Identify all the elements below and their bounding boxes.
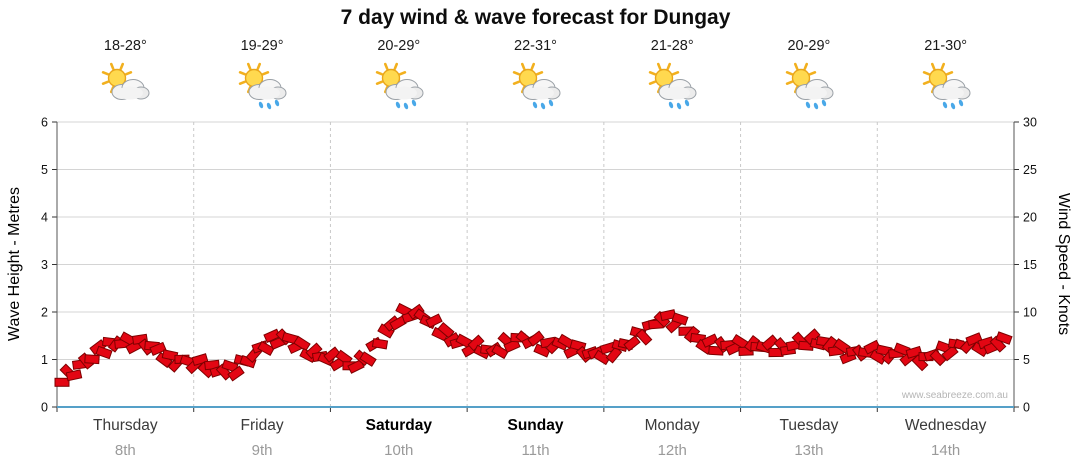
rain-drop-icon xyxy=(274,99,280,107)
weather-icon-showers xyxy=(918,62,974,110)
day-date: 14th xyxy=(931,442,961,459)
day-date: 10th xyxy=(384,442,414,459)
weather-icon-showers xyxy=(371,62,427,110)
left-axis-tick: 6 xyxy=(41,116,48,130)
cloud-icon xyxy=(658,79,697,100)
rain-drop-icon xyxy=(942,101,947,109)
rain-drop-icon xyxy=(266,102,272,110)
weather-icon-showers xyxy=(234,62,290,110)
sun-icon xyxy=(512,62,543,94)
temperature-range: 18-28° xyxy=(103,38,147,54)
rain-drop-icon xyxy=(805,101,811,109)
rain-drop-icon xyxy=(532,101,537,109)
rain-drop-icon xyxy=(258,101,264,109)
right-axis-tick: 20 xyxy=(1023,211,1037,225)
rain-drop-icon xyxy=(950,102,955,110)
day-date: 12th xyxy=(657,442,687,459)
weather-icon-showers xyxy=(644,62,700,110)
cloud-icon xyxy=(248,79,287,100)
weather-icon-showers xyxy=(508,62,564,110)
day-name: Thursday xyxy=(93,417,158,434)
day-date: 9th xyxy=(251,442,273,459)
left-axis-tick: 3 xyxy=(41,258,48,272)
left-axis-tick: 0 xyxy=(41,401,48,415)
weather-icon-partly-cloudy xyxy=(97,62,153,110)
temperature-range: 20-29° xyxy=(787,38,831,54)
right-axis-tick: 25 xyxy=(1023,163,1037,177)
rain-drop-icon xyxy=(403,102,408,110)
day-name: Tuesday xyxy=(779,417,839,434)
day-name: Wednesday xyxy=(904,417,987,434)
cloud-icon xyxy=(795,79,834,100)
right-axis-tick: 0 xyxy=(1023,401,1030,415)
rain-drop-icon xyxy=(821,99,827,107)
watermark: www.seabreeze.com.au xyxy=(901,390,1008,401)
temperature-range: 22-31° xyxy=(514,38,557,54)
right-axis-tick: 5 xyxy=(1023,353,1030,367)
page-title: 7 day wind & wave forecast for Dungay xyxy=(340,6,731,29)
right-axis-tick: 10 xyxy=(1023,306,1037,320)
rain-drop-icon xyxy=(685,99,690,107)
rain-drop-icon xyxy=(395,101,400,109)
cloud-icon xyxy=(932,79,971,100)
day-name: Sunday xyxy=(507,417,564,434)
rain-drop-icon xyxy=(677,102,682,110)
day-name: Friday xyxy=(240,417,284,434)
left-axis-tick: 2 xyxy=(41,306,48,320)
cloud-icon xyxy=(522,79,560,100)
day-name: Saturday xyxy=(365,417,432,434)
day-date: 13th xyxy=(794,442,824,459)
right-axis-tick: 15 xyxy=(1023,258,1037,272)
weather-icon-showers xyxy=(781,62,837,110)
rain-drop-icon xyxy=(669,101,674,109)
temperature-range: 21-28° xyxy=(650,38,694,54)
rain-drop-icon xyxy=(958,99,963,107)
rain-drop-icon xyxy=(813,102,819,110)
wind-barb-series xyxy=(54,302,1013,387)
rain-drop-icon xyxy=(411,99,416,107)
day-date: 8th xyxy=(114,442,136,459)
cloud-icon xyxy=(111,79,150,100)
gridlines: 0 1 2 3 4 5 6 0 5 10 15 20 25 30 xyxy=(41,116,1037,415)
rain-drop-icon xyxy=(540,102,545,110)
day-name: Monday xyxy=(644,417,700,434)
left-axis-tick: 1 xyxy=(41,353,48,367)
right-axis-tick: 30 xyxy=(1023,116,1037,130)
left-axis-tick: 5 xyxy=(41,163,48,177)
temperature-range: 21-30° xyxy=(924,38,968,54)
temperature-range: 19-29° xyxy=(240,38,284,54)
temperature-range: 20-29° xyxy=(377,38,421,54)
rain-drop-icon xyxy=(548,99,553,107)
cloud-icon xyxy=(385,79,424,100)
day-date: 11th xyxy=(521,442,550,459)
left-axis-tick: 4 xyxy=(41,211,48,225)
